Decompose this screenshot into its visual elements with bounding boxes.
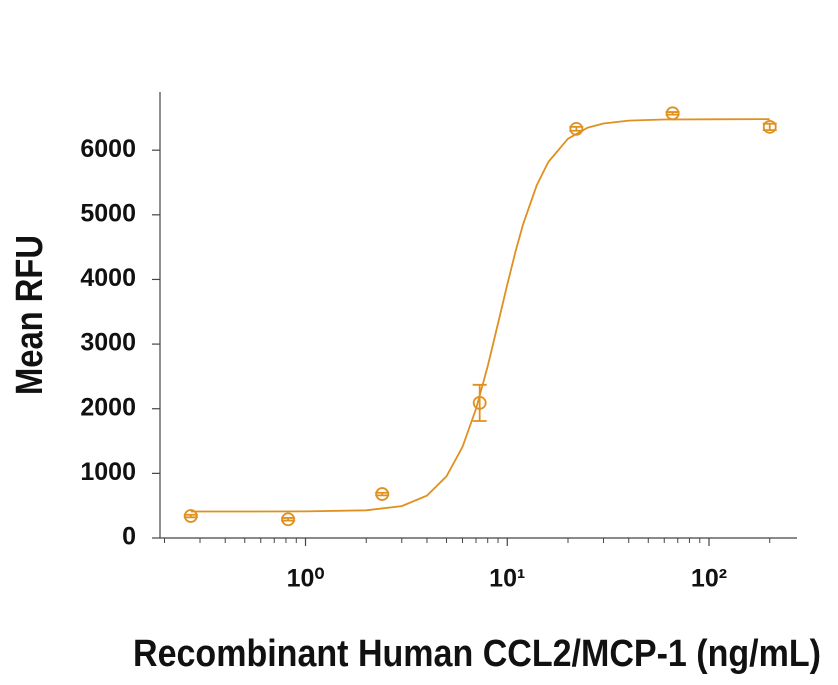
y-tick-label: 3000 xyxy=(80,329,136,357)
x-axis-title: Recombinant Human CCL2/MCP-1 (ng/mL) xyxy=(133,633,821,675)
error-bar xyxy=(472,383,487,422)
error-bar xyxy=(665,111,680,116)
data-point xyxy=(569,121,584,136)
data-point xyxy=(183,509,198,523)
data-point xyxy=(375,487,390,501)
x-tick-label: 10¹ xyxy=(489,565,525,593)
x-tick-label: 10⁰ xyxy=(287,565,325,593)
data-point xyxy=(472,396,487,410)
error-bar xyxy=(375,491,390,497)
data-point xyxy=(281,512,296,527)
error-bar xyxy=(281,517,296,522)
y-tick-label: 1000 xyxy=(80,458,136,486)
error-bar xyxy=(569,126,584,132)
fit-curve xyxy=(190,118,770,513)
y-tick-label: 0 xyxy=(122,523,136,551)
y-tick-label: 4000 xyxy=(80,264,136,292)
y-tick-label: 2000 xyxy=(80,393,136,421)
y-tick-label: 6000 xyxy=(80,135,136,163)
data-point xyxy=(665,106,680,121)
data-point xyxy=(762,120,777,134)
x-tick-label: 10² xyxy=(691,565,727,593)
y-tick-label: 5000 xyxy=(80,199,136,227)
error-bar xyxy=(183,513,198,519)
y-axis-title: Mean RFU xyxy=(9,235,51,395)
